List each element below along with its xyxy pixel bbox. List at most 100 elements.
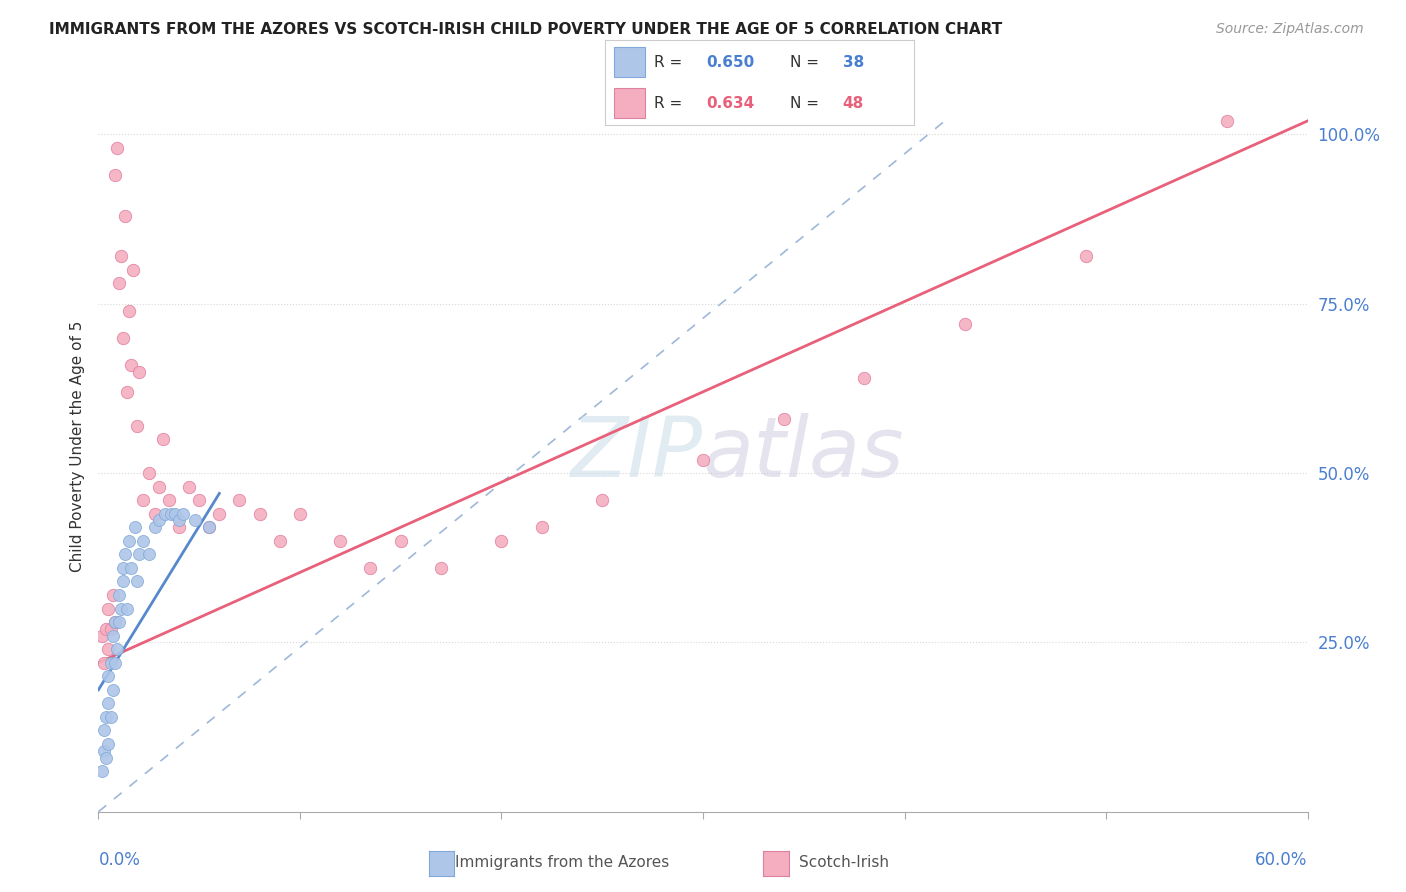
Point	[1074, 249, 1097, 263]
Point	[184, 514, 207, 528]
Point	[120, 358, 142, 372]
Point	[110, 601, 132, 615]
Point	[148, 514, 170, 528]
Point	[128, 364, 150, 378]
Text: N =: N =	[790, 54, 824, 70]
Point	[125, 418, 148, 433]
Text: N =: N =	[790, 96, 824, 112]
Point	[153, 507, 176, 521]
Point	[172, 507, 194, 521]
Point	[591, 493, 613, 508]
Text: 48: 48	[842, 96, 865, 112]
Text: R =: R =	[654, 54, 688, 70]
Point	[96, 622, 118, 636]
Point	[128, 547, 150, 561]
Point	[115, 601, 138, 615]
Point	[111, 574, 134, 589]
Point	[97, 642, 120, 657]
Point	[107, 277, 129, 291]
Point	[163, 507, 186, 521]
Point	[103, 615, 125, 629]
Point	[177, 480, 201, 494]
Text: IMMIGRANTS FROM THE AZORES VS SCOTCH-IRISH CHILD POVERTY UNDER THE AGE OF 5 CORR: IMMIGRANTS FROM THE AZORES VS SCOTCH-IRI…	[49, 22, 1002, 37]
Point	[853, 371, 876, 385]
Point	[107, 615, 129, 629]
Text: 38: 38	[842, 54, 865, 70]
Point	[101, 588, 124, 602]
Point	[530, 520, 553, 534]
Point	[103, 656, 125, 670]
Point	[360, 561, 382, 575]
Point	[96, 750, 118, 764]
Point	[107, 588, 129, 602]
Point	[93, 723, 115, 738]
Point	[772, 412, 794, 426]
Point	[118, 533, 141, 548]
Point	[138, 466, 160, 480]
Text: 0.650: 0.650	[707, 54, 755, 70]
Text: 0.634: 0.634	[707, 96, 755, 112]
Point	[152, 432, 174, 446]
Point	[103, 168, 125, 182]
Point	[288, 507, 311, 521]
Text: 0.0%: 0.0%	[98, 851, 141, 869]
Point	[167, 520, 190, 534]
Point	[143, 507, 166, 521]
Point	[188, 493, 211, 508]
Point	[110, 249, 132, 263]
Point	[132, 533, 155, 548]
Point	[97, 601, 120, 615]
Point	[115, 384, 138, 399]
Text: Scotch-Irish: Scotch-Irish	[799, 855, 889, 870]
Point	[491, 533, 513, 548]
Text: R =: R =	[654, 96, 688, 112]
Point	[93, 656, 115, 670]
Point	[208, 507, 231, 521]
Point	[97, 669, 120, 683]
Point	[1216, 114, 1239, 128]
Point	[114, 209, 136, 223]
Point	[121, 263, 143, 277]
Point	[228, 493, 250, 508]
Point	[120, 561, 142, 575]
Point	[91, 629, 114, 643]
Text: 60.0%: 60.0%	[1256, 851, 1308, 869]
Point	[100, 710, 122, 724]
Point	[148, 480, 170, 494]
Point	[953, 317, 976, 331]
Text: Source: ZipAtlas.com: Source: ZipAtlas.com	[1216, 22, 1364, 37]
Point	[329, 533, 352, 548]
Point	[101, 682, 124, 697]
Point	[111, 331, 134, 345]
Point	[269, 533, 291, 548]
Point	[143, 520, 166, 534]
Point	[111, 561, 134, 575]
Point	[389, 533, 412, 548]
Point	[198, 520, 221, 534]
Point	[100, 622, 122, 636]
Point	[93, 744, 115, 758]
Point	[100, 656, 122, 670]
Point	[96, 710, 118, 724]
Point	[160, 507, 183, 521]
Point	[167, 514, 190, 528]
Point	[103, 615, 125, 629]
Point	[138, 547, 160, 561]
Bar	[614, 47, 645, 77]
Point	[249, 507, 271, 521]
Text: Immigrants from the Azores: Immigrants from the Azores	[456, 855, 669, 870]
Point	[124, 520, 146, 534]
Point	[105, 642, 128, 657]
Point	[198, 520, 221, 534]
Point	[125, 574, 148, 589]
Point	[430, 561, 453, 575]
Point	[692, 452, 714, 467]
Point	[91, 764, 114, 778]
Point	[118, 303, 141, 318]
Point	[101, 629, 124, 643]
Text: ZIP: ZIP	[571, 413, 703, 494]
Point	[157, 493, 180, 508]
Point	[97, 737, 120, 751]
Point	[97, 697, 120, 711]
Text: atlas: atlas	[703, 413, 904, 494]
